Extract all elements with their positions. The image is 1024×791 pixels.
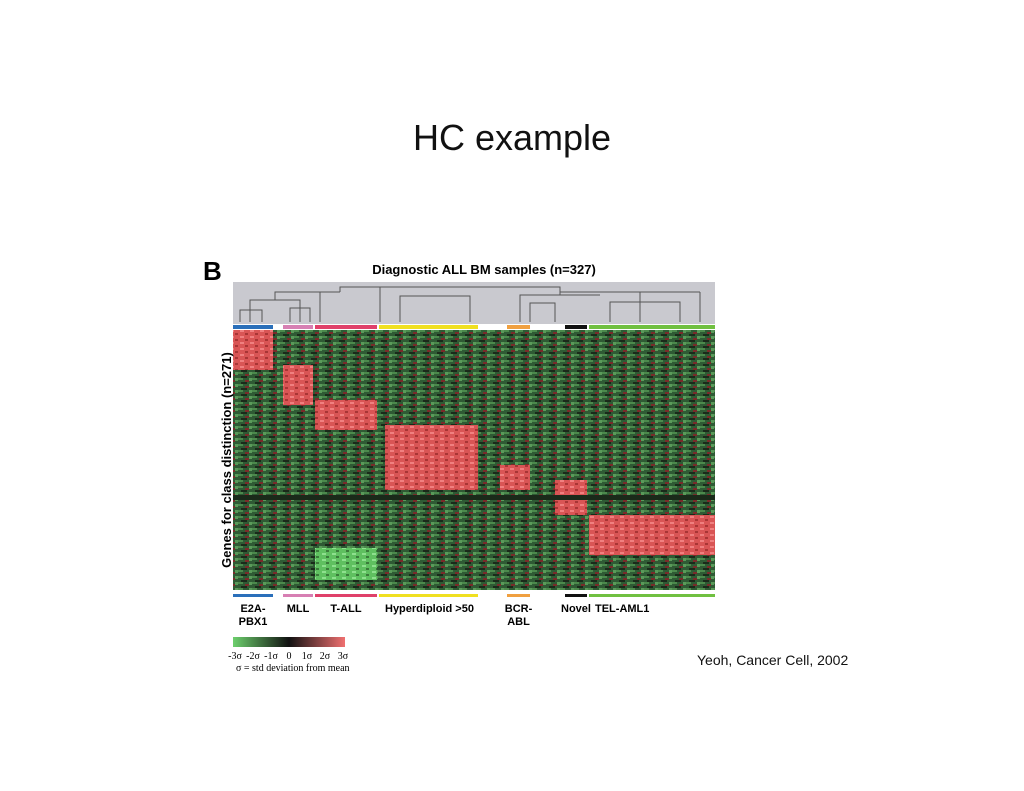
scale-caption: σ = std deviation from mean (236, 663, 350, 674)
class-bar-top (565, 325, 587, 329)
y-axis-label: Genes for class distinction (n=271) (219, 352, 234, 568)
scale-tick-label: 1σ (302, 651, 313, 662)
class-label: T-ALL (330, 603, 361, 615)
figure: B Diagnostic ALL BM samples (n=327) Gene… (203, 256, 715, 674)
class-bar-top (507, 325, 530, 329)
heatmap-block (500, 465, 530, 490)
class-label: PBX1 (239, 616, 268, 628)
citation: Yeoh, Cancer Cell, 2002 (697, 652, 848, 668)
class-label: BCR- (505, 603, 533, 615)
class-bar-bottom (283, 594, 313, 597)
scale-tick-label: -2σ (246, 651, 260, 662)
scale-tick-label: -1σ (264, 651, 278, 662)
scale-tick-label: 3σ (338, 651, 349, 662)
class-bar-bottom (233, 594, 273, 597)
heatmap-block (385, 425, 478, 490)
figure-title: Diagnostic ALL BM samples (n=327) (372, 262, 596, 277)
panel-letter: B (203, 256, 222, 286)
class-label: Novel (561, 603, 591, 615)
class-bar-top (589, 325, 715, 329)
class-label: E2A- (240, 603, 265, 615)
heatmap-block (283, 365, 313, 405)
heatmap-block (233, 330, 273, 370)
class-bar-bottom (315, 594, 377, 597)
class-label: TEL-AML1 (595, 603, 649, 615)
scale-tick-label: 0 (287, 651, 292, 662)
class-bar-bottom (589, 594, 715, 597)
heatmap-block (589, 515, 715, 555)
heatmap-block (315, 548, 377, 580)
class-label: Hyperdiploid >50 (385, 603, 474, 615)
color-scale (233, 637, 345, 647)
class-bar-top (315, 325, 377, 329)
dendrogram-bg (233, 282, 715, 324)
class-bar-bottom (507, 594, 530, 597)
class-label: MLL (287, 603, 310, 615)
class-bar-bottom (565, 594, 587, 597)
class-label: ABL (507, 616, 530, 628)
scale-tick-label: 2σ (320, 651, 331, 662)
heatmap-row (233, 495, 715, 500)
class-bar-top (283, 325, 313, 329)
class-annotations: E2A-PBX1 MLL T-ALL Hyperdiploid >50 BCR-ABL N… (233, 325, 715, 628)
class-bar-top (379, 325, 478, 329)
class-bar-top (233, 325, 273, 329)
slide-title: HC example (413, 117, 611, 158)
scale-tick-label: -3σ (228, 651, 242, 662)
class-bar-bottom (379, 594, 478, 597)
heatmap-block (315, 400, 377, 430)
scale-ticks: -3σ -2σ -1σ 0 1σ 2σ 3σ (228, 651, 349, 662)
dendrogram (239, 286, 701, 322)
